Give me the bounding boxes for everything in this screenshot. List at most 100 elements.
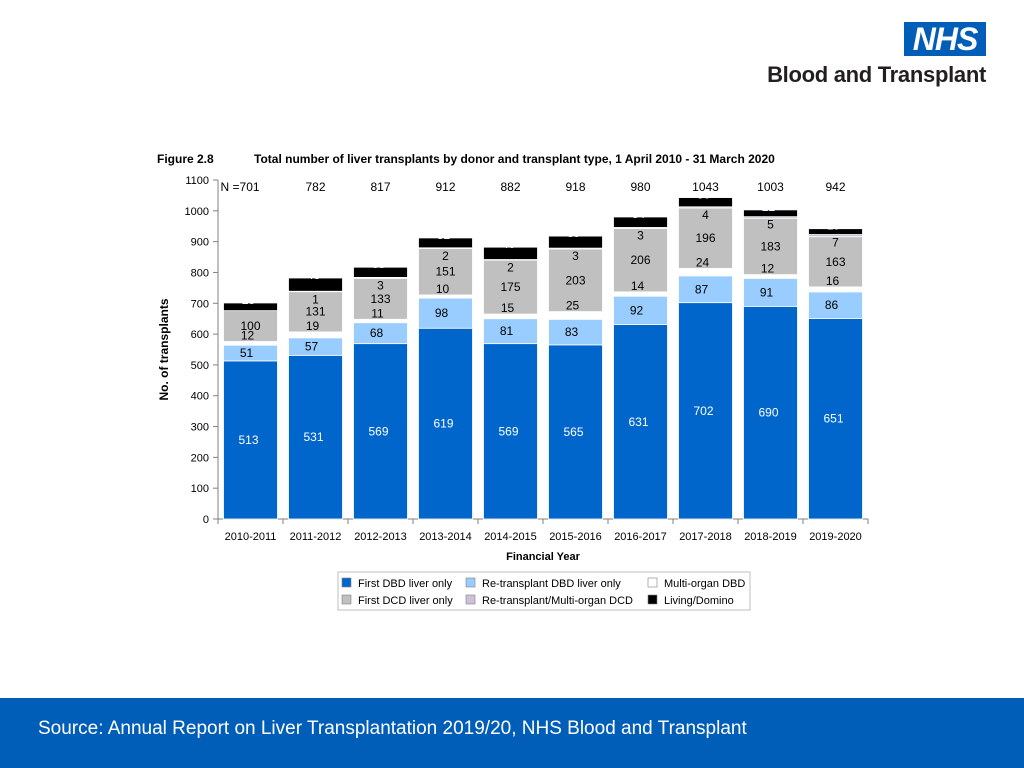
y-tick-label: 800 (191, 267, 209, 279)
value-label: 43 (307, 268, 321, 282)
bar-segment (743, 209, 798, 218)
legend-label: Living/Domino (664, 595, 734, 607)
value-label: 14 (631, 279, 645, 293)
value-label: 206 (630, 253, 650, 267)
value-label: 16 (826, 274, 840, 288)
bar-segment (418, 327, 473, 520)
chart-title: Total number of liver transplants by don… (254, 152, 775, 166)
x-tick-label: 2018-2019 (744, 531, 797, 543)
value-label: 163 (825, 255, 845, 269)
bar-segment (808, 236, 863, 288)
total-label: 1003 (757, 180, 784, 194)
value-label: 531 (303, 430, 323, 444)
value-label: 39 (567, 226, 581, 240)
value-label: 30 (697, 188, 711, 202)
x-tick-label: 2017-2018 (679, 531, 732, 543)
y-tick-label: 1000 (185, 206, 209, 218)
x-tick-label: 2013-2014 (419, 531, 472, 543)
total-label: 912 (435, 180, 455, 194)
bar-segment (418, 248, 473, 296)
value-label: 651 (823, 412, 843, 426)
bar-segment (353, 277, 408, 320)
total-label: 782 (305, 180, 325, 194)
x-tick-label: 2015-2016 (549, 531, 602, 543)
bar-segment (288, 277, 343, 292)
value-label: 175 (500, 280, 520, 294)
x-tick-label: 2011-2012 (290, 531, 342, 543)
total-label: 1043 (692, 180, 719, 194)
value-label: 513 (238, 433, 258, 447)
x-tick-label: 2019-2020 (809, 531, 862, 543)
organisation-name: Blood and Transplant (767, 62, 986, 87)
legend-label: Multi-organ DBD (664, 578, 745, 590)
y-tick-label: 0 (203, 514, 209, 526)
value-label: 3 (637, 228, 644, 242)
value-label: 690 (758, 406, 778, 420)
value-label: 1 (312, 292, 319, 306)
value-label: 25 (566, 299, 580, 313)
bar-segment (548, 344, 603, 520)
value-label: 98 (435, 306, 449, 320)
value-label: 569 (498, 424, 518, 438)
value-label: 87 (695, 282, 709, 296)
bar-segment (288, 354, 343, 520)
y-tick-label: 300 (191, 422, 209, 434)
value-label: 11 (371, 306, 384, 320)
value-label: 22 (762, 200, 776, 214)
figure-label: Figure 2.8 (157, 152, 214, 166)
nhs-logo-mark: NHS (904, 22, 986, 56)
value-label: 25 (242, 293, 256, 307)
value-label: 4 (702, 208, 709, 222)
bar-segment (808, 317, 863, 520)
total-label: 817 (370, 180, 390, 194)
legend-label: First DBD liver only (358, 578, 453, 590)
value-label: 92 (630, 303, 644, 317)
total-label: 942 (825, 180, 845, 194)
value-label: 619 (433, 417, 453, 431)
y-tick-label: 100 (191, 483, 209, 495)
value-label: 91 (760, 285, 774, 299)
legend-label: Re-transplant/Multi-organ DCD (482, 595, 633, 607)
x-tick-label: 2012-2013 (354, 531, 407, 543)
bar-segment (678, 275, 733, 304)
source-footer: Source: Annual Report on Liver Transplan… (0, 698, 1024, 768)
legend-swatch (465, 594, 476, 605)
value-label: 3 (572, 249, 579, 263)
bar-segment (548, 235, 603, 249)
bar-segment (548, 311, 603, 320)
legend-swatch (341, 594, 352, 605)
legend-swatch (647, 594, 658, 605)
y-tick-label: 900 (191, 237, 209, 249)
value-label: 57 (305, 340, 319, 354)
bar-segment (483, 343, 538, 520)
bar-segment (483, 259, 538, 315)
value-label: 702 (693, 404, 713, 418)
legend-label: First DCD liver only (358, 595, 453, 607)
bar-segment (353, 343, 408, 520)
bar-segment (743, 305, 798, 520)
value-label: 32 (437, 228, 451, 242)
bar-segment (483, 246, 538, 260)
y-tick-label: 400 (191, 391, 209, 403)
value-label: 196 (695, 231, 715, 245)
bar-segment (288, 291, 343, 333)
source-text: Source: Annual Report on Liver Transplan… (38, 718, 747, 739)
x-tick-label: 2010-2011 (225, 531, 277, 543)
bar-segment (678, 302, 733, 520)
value-label: 12 (241, 328, 255, 342)
y-tick-label: 500 (191, 360, 209, 372)
total-label: 918 (565, 180, 585, 194)
value-label: 569 (368, 424, 388, 438)
value-label: 131 (305, 305, 325, 319)
y-tick-label: 200 (191, 452, 209, 464)
bar-segment (743, 277, 798, 307)
value-label: 7 (832, 236, 839, 250)
bar-segment (743, 217, 798, 276)
value-label: 24 (696, 255, 710, 269)
value-label: 81 (500, 324, 514, 338)
total-prefix: N = (221, 180, 240, 194)
bar-segment (678, 268, 733, 277)
total-value: 701 (240, 180, 260, 194)
legend-label: Re-transplant DBD liver only (482, 578, 621, 590)
value-label: 565 (563, 425, 583, 439)
